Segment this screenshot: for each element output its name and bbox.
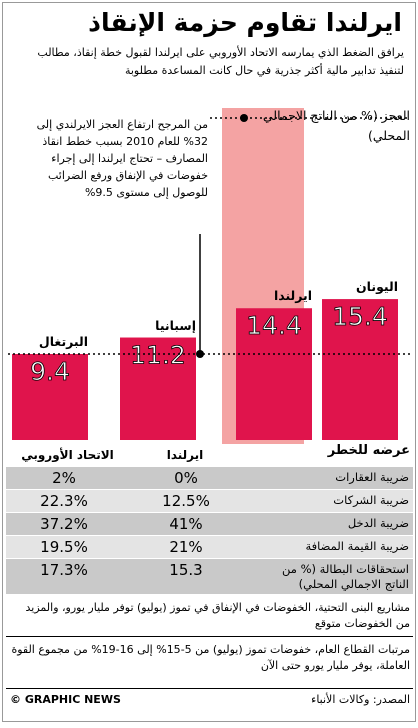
category-label-1: إسبانيا — [155, 317, 196, 333]
ireland-value: 21% — [169, 538, 203, 556]
eu-value: 37.2% — [40, 515, 88, 533]
eu-value: 22.3% — [40, 492, 88, 510]
bar-value-label-1: 11.2 — [130, 341, 186, 370]
bar-value-label-0: 9.4 — [30, 357, 70, 386]
note-public-sector: مرتبات القطاع العام، خفوضات تموز (يوليو)… — [11, 643, 410, 672]
ireland-value: 15.3 — [169, 561, 203, 579]
ref-marker-9-5 — [196, 350, 204, 358]
category-label-3: اليونان — [356, 279, 398, 295]
ref-marker-32 — [240, 114, 248, 122]
row-label: ضريبة القيمة المضافة — [305, 539, 409, 553]
page-title: ايرلندا تقاوم حزمة الإنقاذ — [88, 8, 402, 37]
row-label: ضريبة الشركات — [333, 493, 409, 507]
eu-value: 2% — [52, 469, 76, 487]
eu-value: 17.3% — [40, 561, 88, 579]
row-label: ضريبة الدخل — [347, 516, 409, 530]
eu-value: 19.5% — [40, 538, 88, 556]
table-row: 19.5% 21% ضريبة القيمة المضافة — [6, 536, 413, 559]
bar-value-label-3: 15.4 — [332, 302, 388, 331]
tax-comparison-table: 2% 0% ضريبة العقارات 22.3% 12.5% ضريبة الشركا… — [6, 467, 413, 595]
deficit-callout: من المرجح ارتفاع العجز الايرلندي إلى 32%… — [36, 118, 208, 199]
credit: © GRAPHIC NEWS — [10, 693, 121, 706]
ireland-value: 12.5% — [162, 492, 210, 510]
note-infrastructure: مشاريع البنى التحتية، الخفوضات في الإنفا… — [25, 601, 410, 630]
ireland-value: 0% — [174, 469, 198, 487]
ireland-value: 41% — [169, 515, 203, 533]
category-label-0: البرتغال — [38, 333, 88, 349]
row-label: استحقاقات البطالة (% من الناتج الاجمالي … — [282, 562, 409, 591]
table-row: 2% 0% ضريبة العقارات — [6, 467, 413, 490]
row-label: ضريبة العقارات — [335, 470, 409, 484]
deficit-bar-chart: 9.4 11.2 14.4 15.4 — [8, 108, 410, 444]
table-row: 37.2% 41% ضريبة الدخل — [6, 513, 413, 536]
risk-table-header: عرضه للخطر — [327, 443, 410, 458]
category-label-2: ايرلندا — [273, 288, 312, 304]
table-row: 22.3% 12.5% ضريبة الشركات — [6, 490, 413, 513]
source: المصدر: وكالات الأنباء — [311, 693, 410, 706]
risk-col-eu: الاتحاد الأوروبي — [21, 448, 114, 462]
bar-value-label-2: 14.4 — [246, 311, 302, 340]
bar-0 — [12, 353, 88, 440]
intro-text: يرافق الضغط الذي يمارسه الاتحاد الأوروبي… — [37, 46, 404, 77]
divider — [6, 636, 413, 637]
divider — [6, 688, 413, 689]
table-row: 17.3% 15.3 استحقاقات البطالة (% من الناتج … — [6, 559, 413, 595]
y-axis-label: العجز (% من الناتج الاجمالي المحلي) — [262, 108, 410, 143]
risk-col-ireland: ايرلندا — [166, 448, 204, 462]
bar-3 — [322, 299, 398, 440]
bar-2 — [236, 308, 312, 440]
